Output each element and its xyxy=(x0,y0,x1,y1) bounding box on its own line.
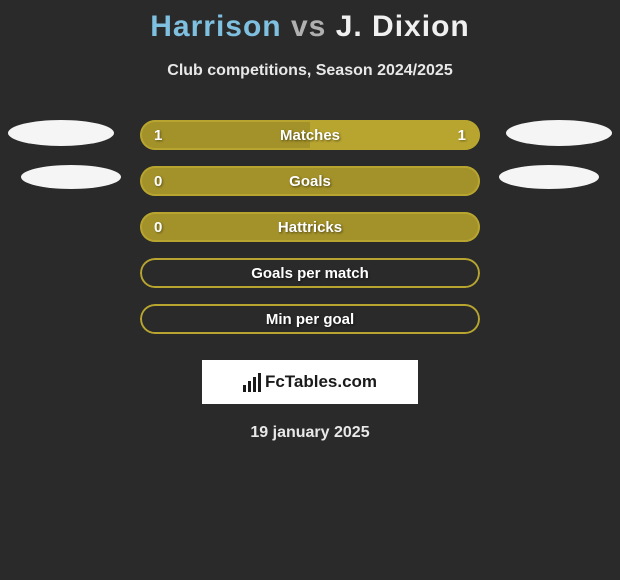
stat-bar: Min per goal xyxy=(140,304,480,334)
stat-label: Min per goal xyxy=(266,311,354,328)
stat-value-left: 0 xyxy=(154,173,162,190)
stat-value-left: 0 xyxy=(154,219,162,236)
logo-bars-icon xyxy=(243,372,261,392)
stat-value-left: 1 xyxy=(154,127,162,144)
stat-bar: Hattricks 0 xyxy=(140,212,480,242)
stat-row: Matches 1 1 xyxy=(0,120,620,166)
stat-label: Goals per match xyxy=(251,265,369,282)
comparison-card: Harrison vs J. Dixion Club competitions,… xyxy=(0,0,620,580)
footer-date: 19 january 2025 xyxy=(0,424,620,442)
team-marker-left xyxy=(21,165,121,189)
subtitle: Club competitions, Season 2024/2025 xyxy=(0,62,620,80)
stat-row: Goals 0 xyxy=(0,166,620,212)
logo-text: FcTables.com xyxy=(265,372,377,392)
stat-bar: Goals per match xyxy=(140,258,480,288)
player1-name: Harrison xyxy=(150,10,281,43)
stat-bar: Matches 1 1 xyxy=(140,120,480,150)
player2-name: J. Dixion xyxy=(336,10,470,43)
stat-bar: Goals 0 xyxy=(140,166,480,196)
page-title: Harrison vs J. Dixion xyxy=(0,10,620,44)
stat-row: Goals per match xyxy=(0,258,620,304)
team-marker-right xyxy=(499,165,599,189)
vs-separator: vs xyxy=(291,10,326,43)
logo-box: FcTables.com xyxy=(202,360,418,404)
stat-label: Hattricks xyxy=(278,219,342,236)
stat-value-right: 1 xyxy=(458,127,466,144)
stat-row: Hattricks 0 xyxy=(0,212,620,258)
stat-label: Goals xyxy=(289,173,331,190)
stat-row: Min per goal xyxy=(0,304,620,350)
team-marker-right xyxy=(506,120,612,146)
team-marker-left xyxy=(8,120,114,146)
stats-list: Matches 1 1 Goals 0 Hattricks 0 Goals per match… xyxy=(0,120,620,350)
fctables-logo: FcTables.com xyxy=(243,372,377,392)
stat-label: Matches xyxy=(280,127,340,144)
